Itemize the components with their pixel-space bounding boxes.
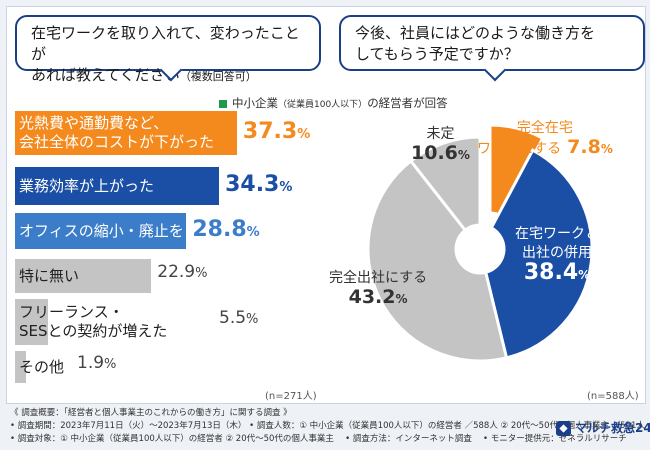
footer-survey-target: • 調査対象：① 中小企業（従業員100人以下）の経営者 ② 20代～50代の個… bbox=[10, 434, 627, 444]
legend-paren: （従業員100人以下） bbox=[278, 100, 368, 110]
footer-survey-period: • 調査期間：2023年7月11日（火）～2023年7月13日（木） • 調査人… bbox=[10, 421, 645, 431]
pie-slice-4 bbox=[408, 135, 482, 233]
bar-6 bbox=[15, 351, 27, 383]
bar-value-5: 5.5% bbox=[219, 308, 259, 328]
pie-label-4: 未定 10.6% bbox=[411, 126, 470, 164]
brand-logo: マルチ救急24 bbox=[556, 419, 650, 436]
bar-value-6: 1.9% bbox=[77, 353, 117, 373]
bar-value-2: 34.3% bbox=[225, 172, 293, 197]
pie-label-1: 完全在宅 ワークにする 7.8% bbox=[477, 120, 613, 158]
pie-slice-1 bbox=[488, 123, 545, 218]
legend-prefix: 中小企業 bbox=[232, 96, 278, 110]
pie-slice-2 bbox=[483, 148, 594, 360]
pie-sample-size: (n=588人) bbox=[587, 391, 639, 402]
bar-label-4: 特に無い bbox=[19, 266, 80, 285]
bar-value-4: 22.9% bbox=[157, 262, 208, 282]
bar-5 bbox=[15, 299, 48, 345]
pie-label-2: 在宅ワークと 出社の併用 38.4% bbox=[515, 226, 599, 285]
infographic-frame: 在宅ワークを取り入れて、変わったことが あれば教えてください（複数回答可） 今後… bbox=[6, 6, 646, 404]
bar-4 bbox=[15, 259, 152, 293]
pie-label-3: 完全出社にする 43.2% bbox=[329, 270, 428, 308]
bar-sample-size: (n=271人) bbox=[265, 391, 317, 402]
brand-icon bbox=[556, 421, 571, 436]
bar-2 bbox=[15, 167, 220, 205]
right-question-line2: してもらう予定ですか？ bbox=[355, 45, 519, 63]
left-question-line1: 在宅ワークを取り入れて、変わったことが bbox=[31, 24, 300, 63]
bar-value-1: 37.3% bbox=[242, 119, 311, 144]
bar-1 bbox=[15, 111, 237, 155]
legend-swatch bbox=[219, 99, 227, 108]
pie-slice-3 bbox=[366, 158, 509, 363]
pie-chart bbox=[366, 123, 594, 363]
left-question-line2: あれば教えてください bbox=[31, 66, 180, 84]
brand-name: マルチ救急24 bbox=[575, 421, 650, 435]
bar-label-2: 業務効率が上がった bbox=[19, 176, 155, 195]
legend: 中小企業（従業員100人以下）の経営者が回答 bbox=[219, 95, 448, 111]
bar-value-3: 28.8% bbox=[192, 217, 260, 242]
left-question-bubble: 在宅ワークを取り入れて、変わったことが あれば教えてください（複数回答可） bbox=[15, 15, 321, 84]
legend-suffix: の経営者が回答 bbox=[367, 96, 448, 110]
bar-label-3: オフィスの縮小・廃止をした bbox=[19, 221, 214, 240]
bar-3 bbox=[15, 213, 187, 249]
left-question-note: （複数回答可） bbox=[179, 70, 257, 83]
bar-label-6: その他 bbox=[19, 357, 65, 376]
footer-survey-title: 《 調査概要：「経営者と個人事業主のこれからの働き方」に関する調査 》 bbox=[10, 408, 292, 418]
right-question-bubble: 今後、社員にはどのような働き方を してもらう予定ですか？ bbox=[339, 15, 645, 82]
right-question-line1: 今後、社員にはどのような働き方を bbox=[355, 24, 596, 42]
bar-label-1: 光熱費や通勤費など、 会社全体のコストが下がった bbox=[19, 114, 215, 151]
bar-label-5: フリーランス・ SESとの契約が増えた bbox=[19, 303, 168, 340]
